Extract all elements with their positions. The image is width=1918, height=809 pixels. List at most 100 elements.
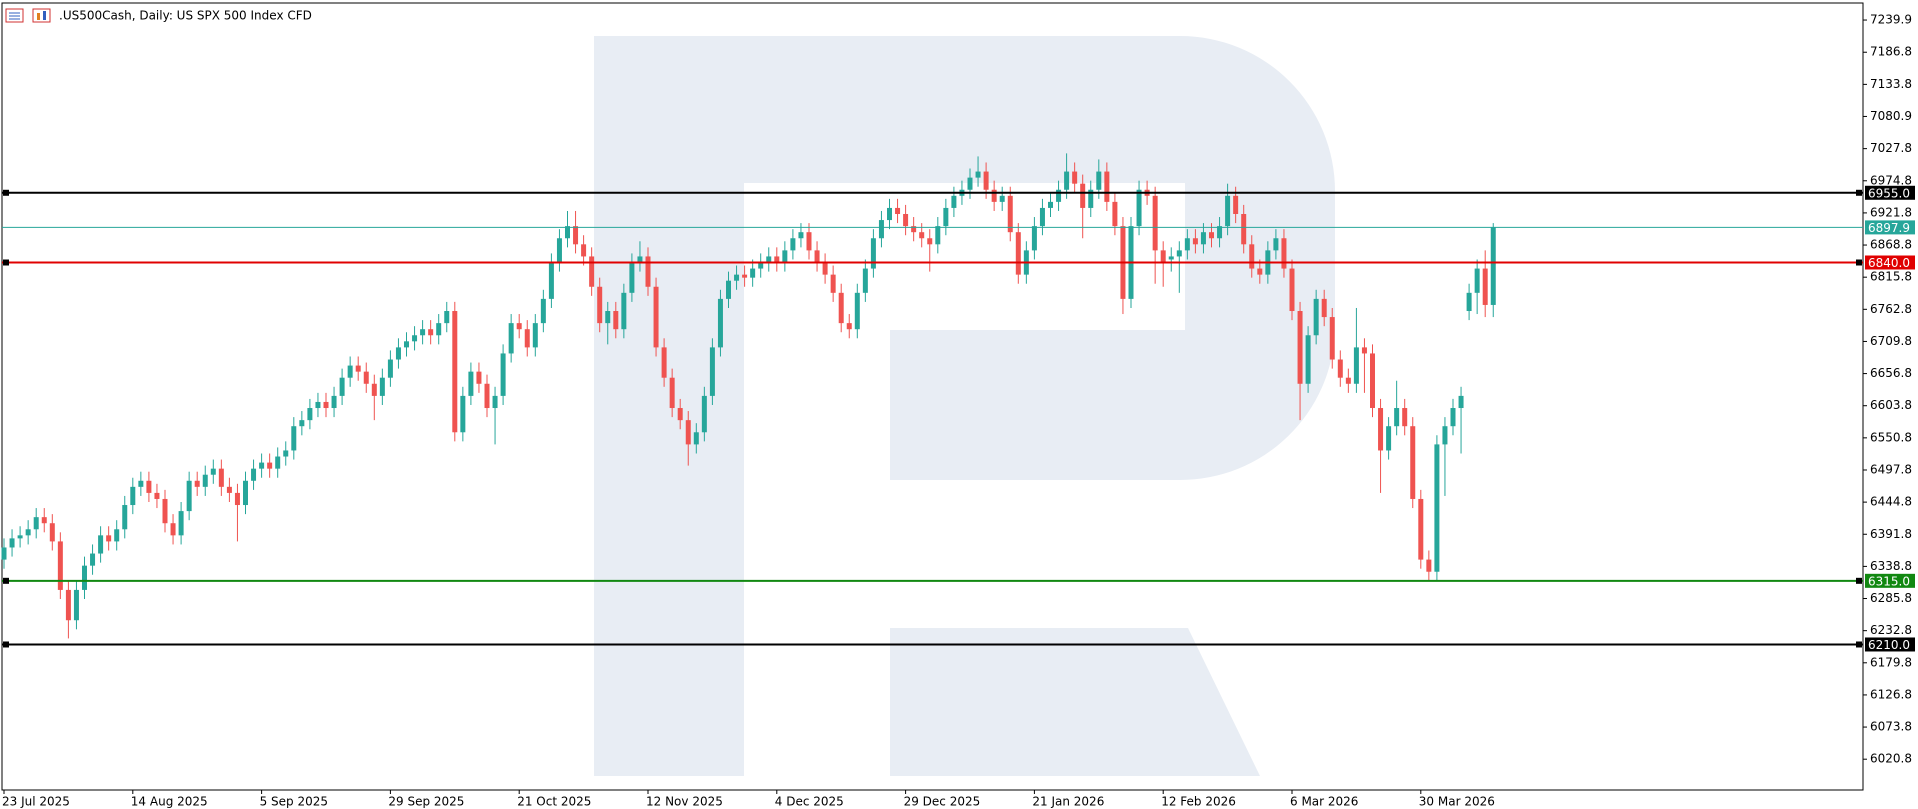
y-tick-label: 6444.8 xyxy=(1870,495,1912,509)
candle-body xyxy=(323,401,329,409)
level-label: 6955.0 xyxy=(1868,186,1910,200)
candle-body xyxy=(701,395,707,433)
candle-body xyxy=(548,262,554,299)
level-handle xyxy=(1856,577,1862,584)
candle-body xyxy=(742,274,748,278)
candle-body xyxy=(637,256,643,263)
candle-body xyxy=(194,480,200,487)
y-tick-label: 6391.8 xyxy=(1870,527,1912,541)
candle-body xyxy=(162,498,168,524)
candle-body xyxy=(734,274,740,281)
candle-body xyxy=(927,238,933,245)
candle-body xyxy=(1321,298,1327,318)
candle-body xyxy=(943,207,949,227)
candle-body xyxy=(895,207,901,214)
candle-body xyxy=(315,401,321,409)
candle-body xyxy=(339,377,345,396)
candle-body xyxy=(363,371,369,384)
candle-body xyxy=(299,420,305,427)
candle-body xyxy=(82,565,87,590)
candle-body xyxy=(1281,238,1287,269)
candle-body xyxy=(90,553,96,566)
candle-body xyxy=(524,329,530,348)
candle-body xyxy=(452,311,458,433)
candle-body xyxy=(862,268,868,293)
candle-body xyxy=(653,286,659,348)
candle-body xyxy=(1007,195,1013,233)
candle-body xyxy=(903,213,909,227)
candle-body xyxy=(685,420,691,445)
candle-body xyxy=(291,426,297,451)
candle-body xyxy=(1056,189,1062,202)
candle-body xyxy=(1176,250,1182,257)
candle-body xyxy=(1305,335,1311,384)
candle-body xyxy=(1297,311,1303,384)
candle-body xyxy=(887,207,892,221)
candle-body xyxy=(355,365,361,372)
candle-body xyxy=(17,535,23,539)
candle-body xyxy=(178,511,184,536)
y-tick-label: 6656.8 xyxy=(1870,366,1912,380)
candle-body xyxy=(782,250,788,263)
candle-body xyxy=(1104,171,1110,202)
candle-body xyxy=(138,480,144,487)
candle-body xyxy=(1,547,7,560)
candle-body xyxy=(1015,232,1021,275)
x-tick-label: 29 Dec 2025 xyxy=(904,795,981,809)
candle-body xyxy=(1361,347,1367,354)
candle-body xyxy=(999,195,1005,202)
x-tick-label: 6 Mar 2026 xyxy=(1290,795,1358,809)
candle-body xyxy=(774,256,780,263)
candle-body xyxy=(106,535,112,542)
candle-body xyxy=(1345,377,1351,384)
candle-body xyxy=(975,171,981,178)
x-tick-label: 23 Jul 2025 xyxy=(2,795,70,809)
candle-body xyxy=(629,262,635,293)
candle-body xyxy=(1386,426,1392,451)
x-tick-label: 4 Dec 2025 xyxy=(775,795,844,809)
candle-body xyxy=(1039,207,1045,227)
candle-body xyxy=(484,383,490,409)
level-label-box xyxy=(1865,573,1915,588)
x-tick-label: 29 Sep 2025 xyxy=(388,795,464,809)
x-tick-label: 14 Aug 2025 xyxy=(131,795,208,809)
candle-body xyxy=(492,395,498,409)
candle-body xyxy=(814,250,820,263)
y-tick-label: 7027.8 xyxy=(1870,141,1912,155)
candle-body xyxy=(709,347,715,396)
candle-body xyxy=(983,171,989,190)
y-tick-label: 6815.8 xyxy=(1870,270,1912,284)
level-handle xyxy=(3,577,9,584)
candle-body xyxy=(1168,256,1174,260)
level-label-box xyxy=(1865,255,1915,270)
candle-body xyxy=(581,244,587,257)
candle-body xyxy=(259,462,265,469)
level-label-box xyxy=(1865,185,1915,200)
level-handle xyxy=(3,189,9,196)
candle-body xyxy=(645,256,651,287)
y-tick-label: 6868.8 xyxy=(1870,238,1912,252)
level-handle xyxy=(3,259,9,266)
candle-body xyxy=(693,432,699,445)
candle-body xyxy=(878,220,884,239)
candle-body xyxy=(1257,268,1263,275)
candle-body xyxy=(1474,268,1480,293)
candle-body xyxy=(967,177,973,190)
candle-body xyxy=(202,474,208,487)
candle-body xyxy=(830,274,836,293)
candle-body xyxy=(460,395,466,433)
candle-body xyxy=(468,371,474,396)
candle-body xyxy=(798,232,804,239)
level-label-box xyxy=(1865,637,1915,652)
candle-body xyxy=(283,450,289,457)
candle-body xyxy=(1329,317,1335,360)
candle-body xyxy=(379,377,385,396)
candle-body xyxy=(1064,171,1070,190)
candle-body xyxy=(1217,226,1223,239)
x-tick-label: 21 Oct 2025 xyxy=(517,795,591,809)
candle-body xyxy=(677,408,683,421)
candle-body xyxy=(500,353,506,396)
candle-body xyxy=(1337,359,1343,378)
candle-body xyxy=(307,408,313,421)
level-label: 6897.9 xyxy=(1868,221,1910,235)
